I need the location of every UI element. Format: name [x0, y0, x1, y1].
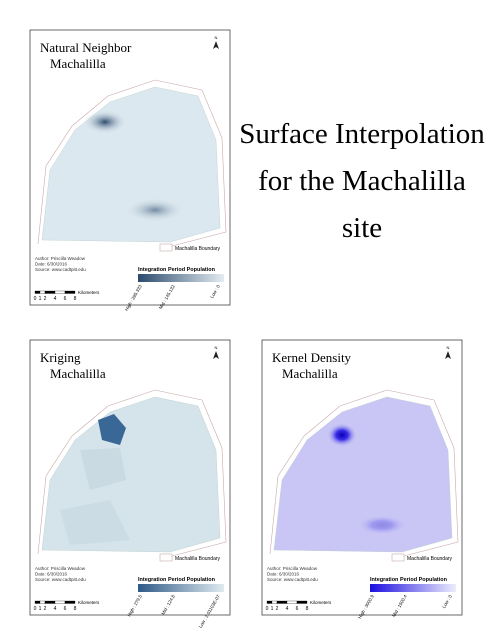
scale-label: 1 [39, 296, 42, 302]
north-label: N [215, 345, 218, 350]
credit-line: Source: www.cadtpitt.edu [35, 577, 86, 582]
legend-label: Low : 0 [441, 594, 453, 609]
scale-label: 6 [64, 606, 67, 612]
scale-label: 0 [266, 606, 269, 612]
scale-segment [34, 290, 41, 294]
heading-line: for the Machalilla [258, 165, 466, 197]
hotspot [83, 110, 127, 134]
legend-title: Integration Period Population [138, 577, 216, 583]
scale-segment [271, 600, 278, 604]
scale-label: 8 [74, 606, 77, 612]
credit-line: Author: Priscilla Weadow [267, 566, 318, 571]
north-arrow [213, 41, 219, 49]
scale-unit: Kilometers [310, 600, 332, 605]
scale-segment [34, 600, 41, 604]
scale-label: 8 [74, 296, 77, 302]
patch [80, 448, 126, 490]
scale-segment [54, 600, 66, 604]
credit-line: Date: 6/30/2016 [267, 572, 300, 577]
hotspot [125, 198, 185, 222]
boundary-outline [269, 389, 459, 557]
legend-ramp [138, 584, 224, 592]
boundary-swatch [159, 243, 173, 252]
scale-label: 2 [44, 296, 47, 302]
scale-label: 1 [39, 606, 42, 612]
scale-segment [64, 290, 76, 294]
legend-title: Integration Period Population [138, 267, 216, 273]
boundary-outline [37, 79, 227, 247]
boundary-swatch [159, 553, 173, 562]
scale-unit: Kilometers [78, 290, 100, 295]
hotspot [327, 423, 357, 447]
scale-label: 8 [306, 606, 309, 612]
credit-line: Source: www.cadtpitt.edu [35, 267, 86, 272]
legend-label: Low : 0 [209, 284, 221, 299]
scale-segment [54, 290, 66, 294]
credit-line: Source: www.cadtpitt.edu [267, 577, 318, 582]
scale-segment [286, 600, 298, 604]
scale-label: 0 [34, 606, 37, 612]
scale-segment [44, 290, 56, 294]
hotspot [357, 515, 407, 535]
scale-unit: Kilometers [78, 600, 100, 605]
hotspot [98, 414, 126, 445]
scale-label: 2 [276, 606, 279, 612]
surface [273, 396, 453, 553]
map-title: Kriging [40, 350, 81, 365]
scale-segment [44, 600, 56, 604]
scale-segment [266, 600, 273, 604]
map-subtitle: Machalilla [50, 366, 106, 381]
boundary-outline [37, 389, 227, 557]
scale-segment [64, 600, 76, 604]
scale-segment [39, 290, 46, 294]
legend-title: Integration Period Population [370, 577, 448, 583]
scale-label: 6 [296, 606, 299, 612]
legend-ramp [138, 274, 224, 282]
north-arrow [445, 351, 451, 359]
map-title: Kernel Density [272, 350, 352, 365]
scale-label: 4 [286, 606, 289, 612]
scale-segment [39, 600, 46, 604]
boundary-label: Machalilla Boundary [175, 556, 221, 562]
north-arrow [213, 351, 219, 359]
heading-line: site [342, 212, 382, 244]
credit-line: Author: Priscilla Weadow [35, 566, 86, 571]
scale-segment [276, 600, 288, 604]
credit-line: Author: Priscilla Weadow [35, 256, 86, 261]
scale-label: 6 [64, 296, 67, 302]
boundary-label: Machalilla Boundary [175, 246, 221, 252]
credit-line: Date: 6/30/2016 [35, 572, 68, 577]
map-subtitle: Machalilla [282, 366, 338, 381]
scale-segment [296, 600, 308, 604]
boundary-swatch [391, 553, 405, 562]
credit-line: Date: 6/30/2016 [35, 262, 68, 267]
scale-label: 4 [54, 296, 57, 302]
patch [60, 500, 130, 545]
legend-ramp [370, 584, 456, 592]
scale-label: 1 [271, 606, 274, 612]
north-label: N [447, 345, 450, 350]
map-subtitle: Machalilla [50, 56, 106, 71]
map-title: Natural Neighbor [40, 40, 132, 55]
heading-line: Surface Interpolation [239, 118, 485, 150]
scale-label: 0 [34, 296, 37, 302]
scale-label: 4 [54, 606, 57, 612]
scale-label: 2 [44, 606, 47, 612]
north-label: N [215, 35, 218, 40]
boundary-label: Machalilla Boundary [407, 556, 453, 562]
